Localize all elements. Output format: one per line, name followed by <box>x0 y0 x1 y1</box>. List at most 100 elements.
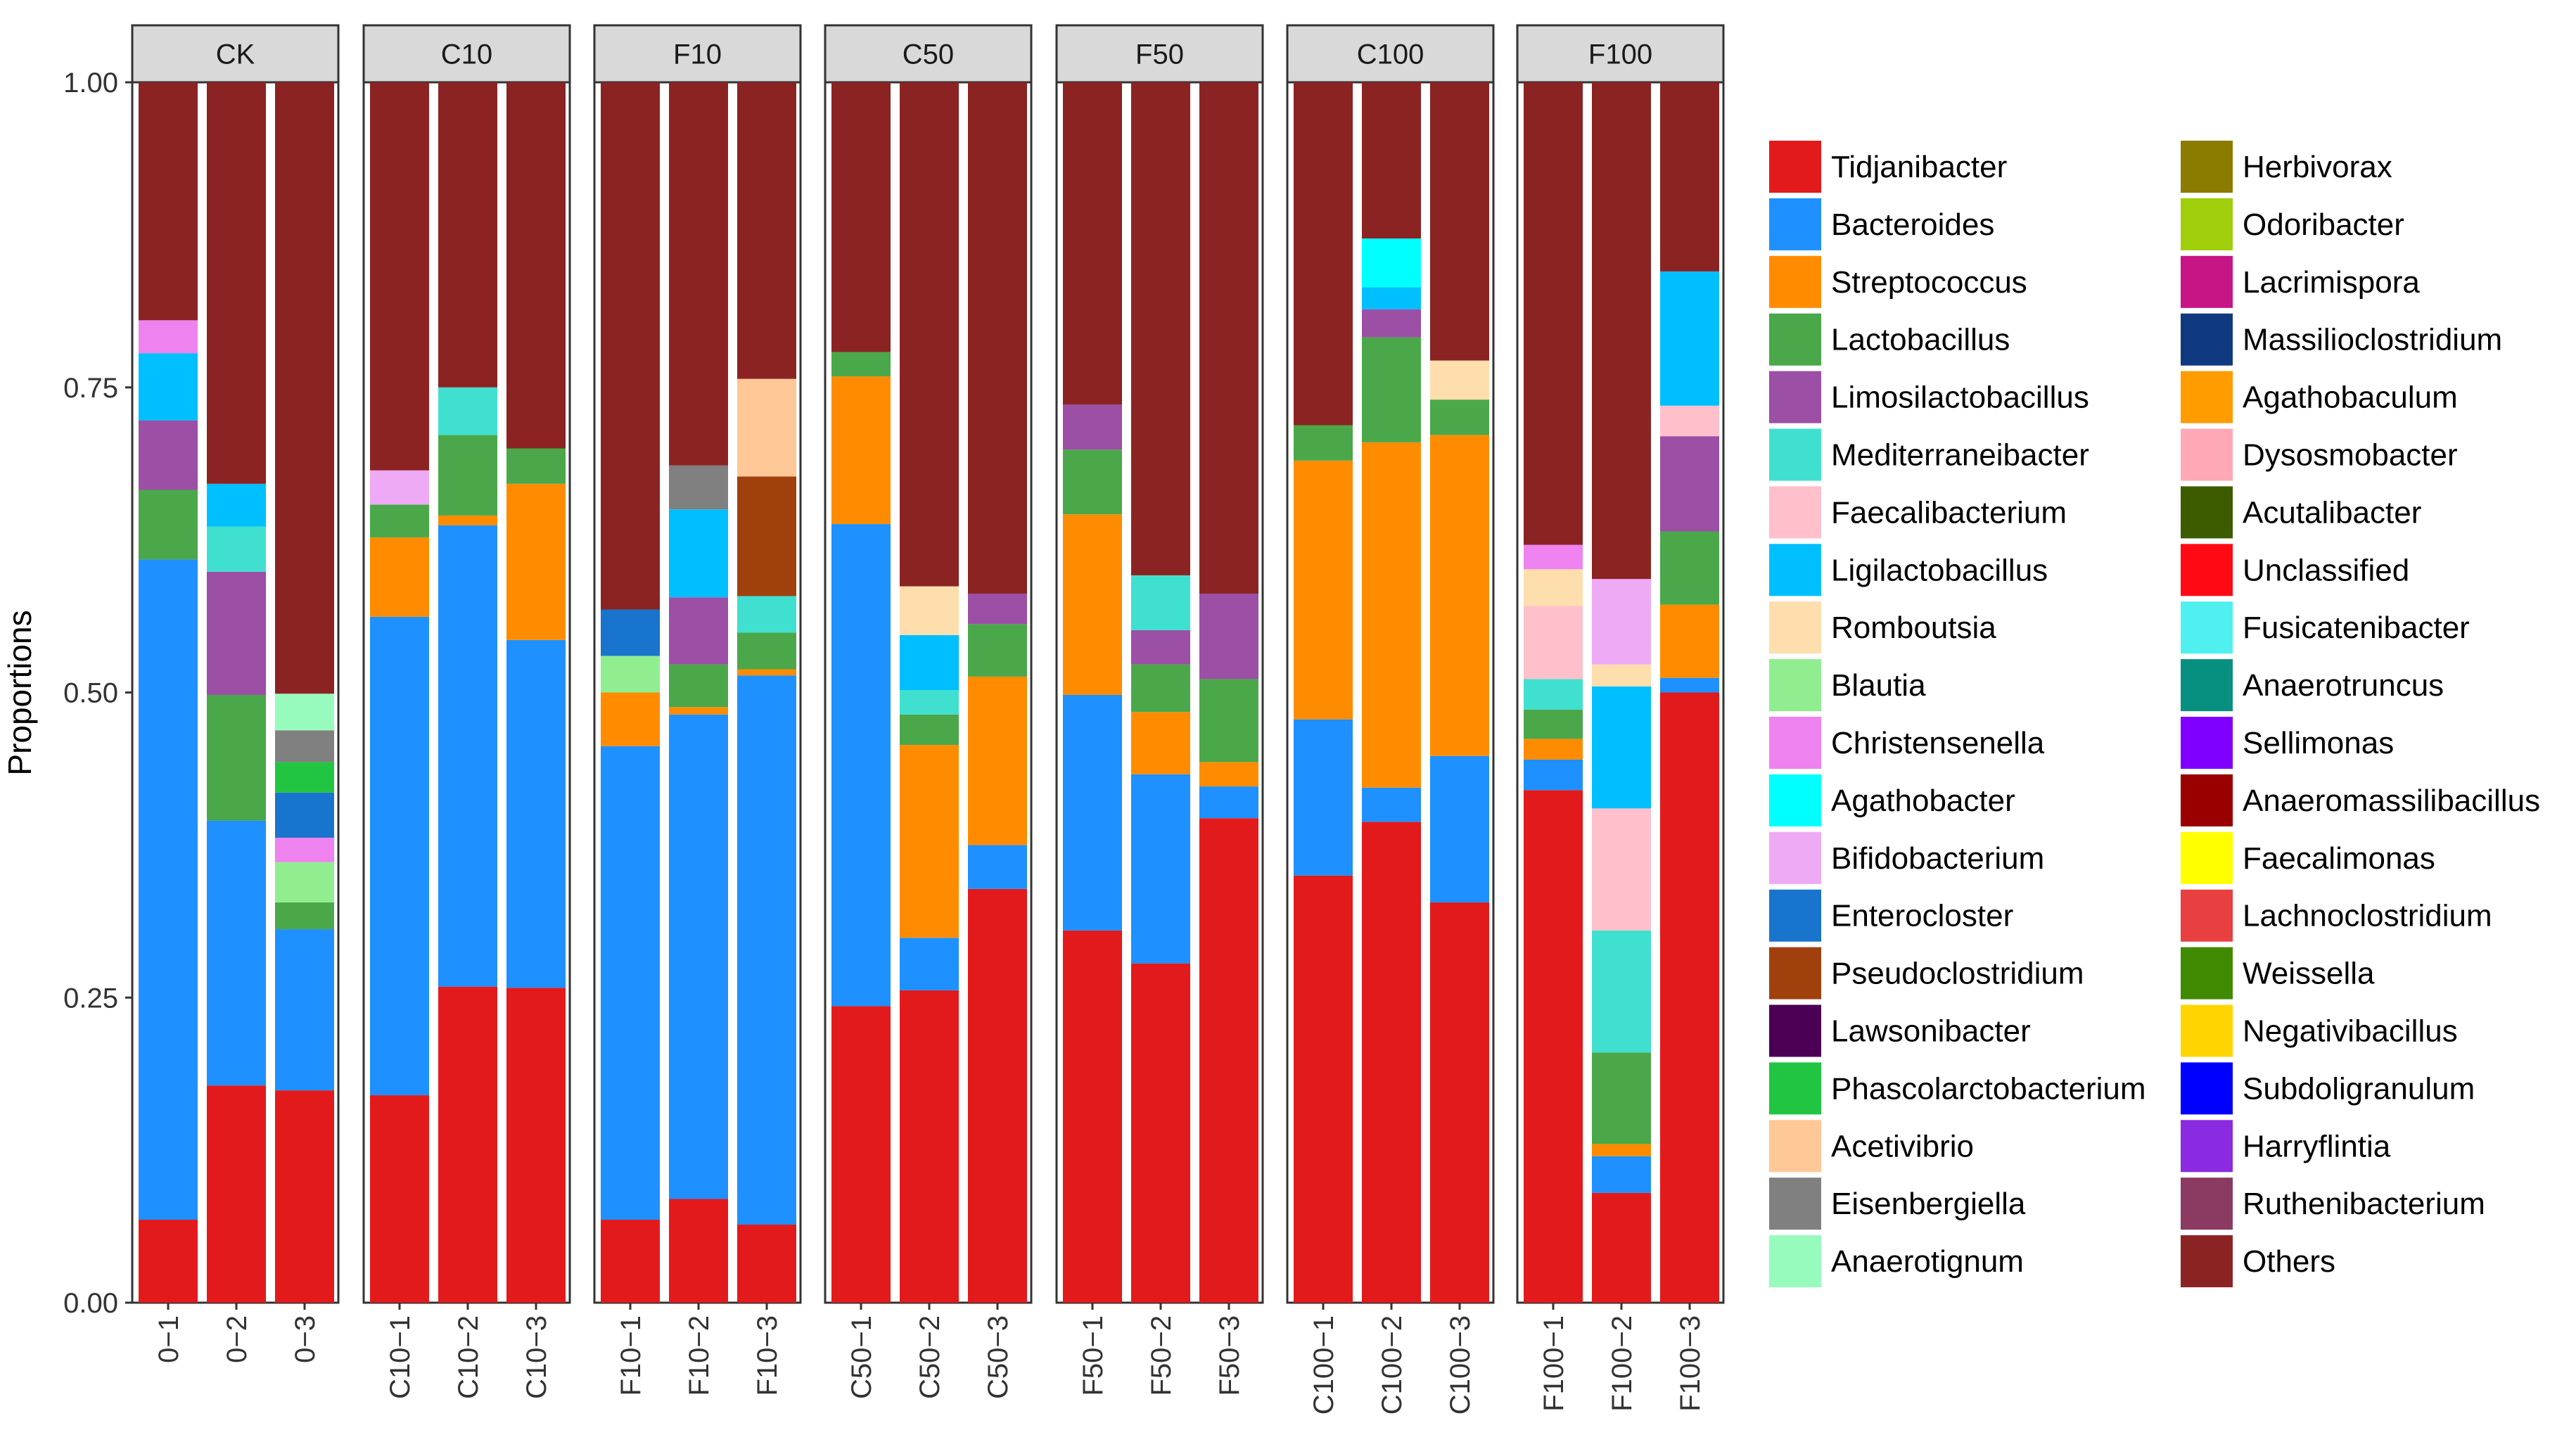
y-tick-label: 0.25 <box>63 983 118 1014</box>
legend-label-christensenella: Christensenella <box>1831 726 2045 760</box>
legend-key-romboutsia <box>1769 601 1821 654</box>
legend-key-pseudoclostridium <box>1769 947 1821 1000</box>
segment-tidjanibacter <box>370 1095 429 1303</box>
segment-streptococcus <box>1199 762 1258 787</box>
segment-lactobacillus <box>669 664 728 708</box>
segment-others <box>1660 82 1719 272</box>
legend-label-agathobaculum: Agathobaculum <box>2243 381 2458 415</box>
x-tick-label: C50−3 <box>983 1315 1014 1399</box>
segment-pseudoclostridium <box>737 476 796 596</box>
segment-romboutsia <box>1524 569 1583 606</box>
segment-mediterraneibacter <box>1524 679 1583 710</box>
legend-label-herbivorax: Herbivorax <box>2243 150 2392 184</box>
legend-key-lacrimispora <box>2181 255 2233 308</box>
segment-blautia <box>601 656 660 693</box>
segment-tidjanibacter <box>968 888 1027 1303</box>
segment-limosilactobacillus <box>1362 309 1421 338</box>
segment-enterocloster <box>275 792 334 838</box>
legend-key-christensenella <box>1769 717 1821 769</box>
segment-tidjanibacter <box>669 1199 728 1303</box>
segment-others <box>1592 82 1651 580</box>
segment-bacteroides <box>370 616 429 1096</box>
segment-streptococcus <box>900 745 959 938</box>
segment-others <box>831 82 891 352</box>
segment-bacteroides <box>139 559 198 1220</box>
legend-key-tidjanibacter <box>1769 141 1821 193</box>
x-tick-label: C10−2 <box>453 1315 484 1399</box>
segment-lactobacillus <box>438 435 497 516</box>
legend-label-unclassified: Unclassified <box>2243 553 2409 587</box>
segment-mediterraneibacter <box>737 596 796 633</box>
segment-bacteroides <box>1430 755 1489 902</box>
bar-c100-3 <box>1430 82 1489 1303</box>
x-tick-label: C50−2 <box>914 1315 945 1399</box>
segment-tidjanibacter <box>1660 692 1719 1303</box>
x-tick-label: C100−2 <box>1377 1315 1408 1415</box>
segment-tidjanibacter <box>1592 1192 1651 1303</box>
x-tick-label: C10−3 <box>521 1315 552 1399</box>
legend-label-streptococcus: Streptococcus <box>1831 265 2027 300</box>
segment-mediterraneibacter <box>900 690 959 715</box>
segment-limosilactobacillus <box>669 597 728 665</box>
segment-bifidobacterium <box>1592 579 1651 665</box>
segment-faecalibacterium <box>1524 606 1583 679</box>
legend-key-faecalibacterium <box>1769 486 1821 539</box>
segment-streptococcus <box>1131 712 1190 774</box>
legend-key-phascolarctobacterium <box>1769 1062 1821 1115</box>
segment-bacteroides <box>1660 677 1719 693</box>
legend-label-odoribacter: Odoribacter <box>2243 208 2404 242</box>
segment-lactobacillus <box>1592 1052 1651 1144</box>
panel-f100: F100 F100−1 F100−2 F100−3 <box>1516 24 1725 1412</box>
segment-others <box>1294 82 1353 426</box>
legend-label-eisenbergiella: Eisenbergiella <box>1831 1187 2026 1221</box>
segment-mediterraneibacter <box>1592 930 1651 1053</box>
strip-c50 <box>824 24 1033 84</box>
segment-others <box>1430 82 1489 361</box>
x-tick-label: F50−2 <box>1146 1315 1177 1396</box>
panel-ck: CK 0−1 0−2 0−3 <box>131 24 340 1363</box>
x-tick-label: F10−1 <box>616 1315 646 1396</box>
legend-key-anaerotignum <box>1769 1235 1821 1288</box>
x-tick-label: F50−3 <box>1214 1315 1245 1396</box>
segment-lactobacillus <box>737 632 796 670</box>
legend-key-agathobaculum <box>2181 371 2233 423</box>
legend-label-massilioclostridium: Massilioclostridium <box>2243 323 2502 357</box>
segment-faecalibacterium <box>1592 808 1651 931</box>
segment-bacteroides <box>1131 774 1190 964</box>
segment-eisenbergiella <box>669 465 728 510</box>
legend-key-lactobacillus <box>1769 313 1821 366</box>
legend-label-pseudoclostridium: Pseudoclostridium <box>1831 957 2084 991</box>
segment-streptococcus <box>506 483 566 640</box>
legend-label-lactobacillus: Lactobacillus <box>1831 323 2010 357</box>
panel-c100: C100 C100−1 C100−2 C100−3 <box>1286 24 1495 1415</box>
legend-label-weissella: Weissella <box>2243 957 2375 991</box>
segment-ligilactobacillus <box>900 634 959 691</box>
segment-others <box>438 82 497 388</box>
segment-lactobacillus <box>1199 679 1258 762</box>
segment-others <box>900 82 959 587</box>
segment-streptococcus <box>601 692 660 746</box>
segment-others <box>1063 82 1122 405</box>
strip-label: CK <box>216 39 255 70</box>
legend-key-acetivibrio <box>1769 1120 1821 1173</box>
segment-others <box>968 82 1027 594</box>
legend-label-dysosmobacter: Dysosmobacter <box>2243 438 2458 473</box>
segment-lactobacillus <box>1660 531 1719 605</box>
bar-f10-1 <box>601 82 660 1303</box>
segment-lactobacillus <box>1131 664 1190 713</box>
segment-ligilactobacillus <box>1592 686 1651 809</box>
segment-mediterraneibacter <box>1131 575 1190 631</box>
segment-faecalibacterium <box>1660 405 1719 437</box>
legend-key-fusicatenibacter <box>2181 601 2233 654</box>
segment-ligilactobacillus <box>669 509 728 598</box>
segment-agathobacter <box>1362 238 1421 288</box>
strip-label: F100 <box>1588 39 1652 70</box>
x-tick-label: F10−2 <box>684 1315 715 1396</box>
x-tick-label: F10−3 <box>752 1315 783 1396</box>
legend-label-harryflintia: Harryflintia <box>2243 1129 2391 1163</box>
legend-key-faecalimonas <box>2181 831 2233 884</box>
bar-0-1 <box>139 82 198 1303</box>
x-tick-label: C50−1 <box>846 1315 877 1399</box>
segment-romboutsia <box>1592 664 1651 687</box>
